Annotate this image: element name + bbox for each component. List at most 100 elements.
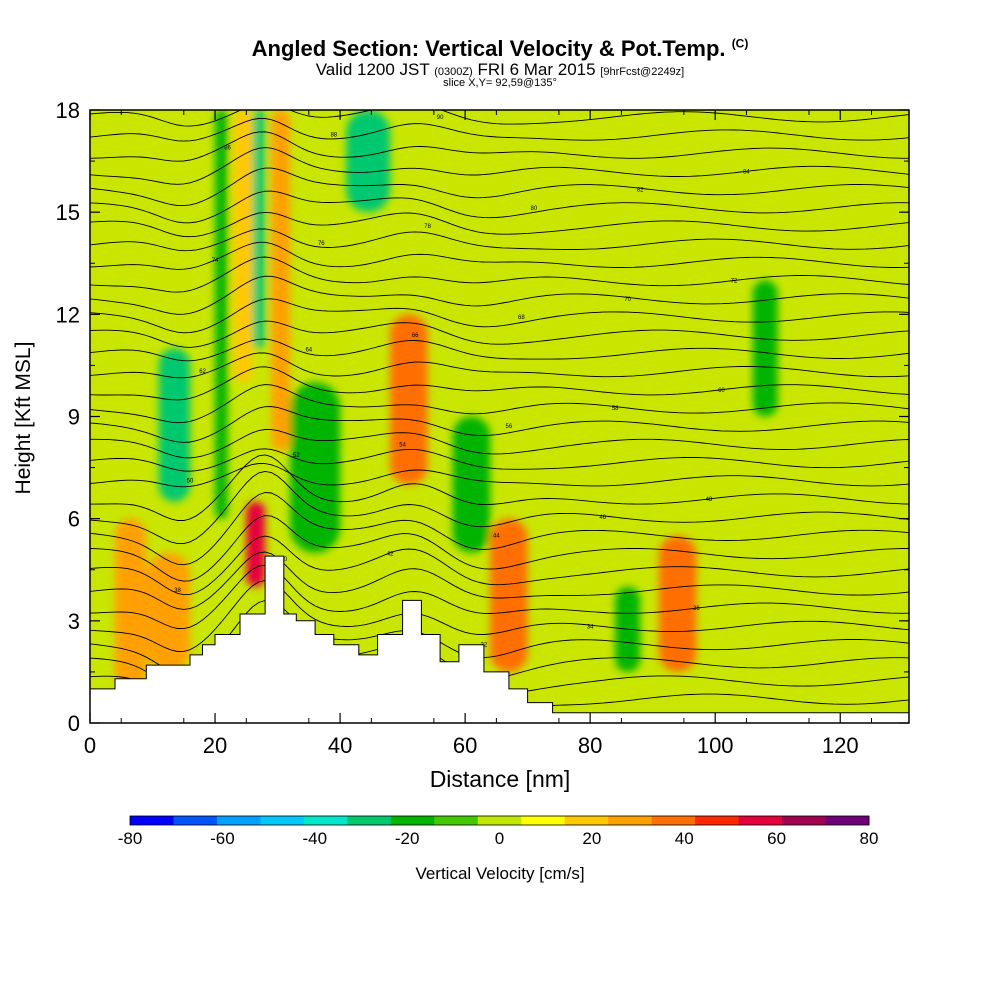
- theta-contour-label: 62: [199, 369, 206, 375]
- theta-contour-72: [90, 256, 909, 293]
- colorbar-swatch: [695, 816, 740, 825]
- colorbar-swatch: [434, 816, 479, 825]
- x-tick-label: 40: [328, 733, 352, 758]
- colorbar-label: Vertical Velocity [cm/s]: [415, 864, 585, 883]
- velocity-cell-15: [752, 280, 778, 417]
- theta-contour-label: 90: [437, 115, 444, 121]
- velocity-cell-10: [390, 314, 428, 485]
- theta-contour-86: [90, 131, 909, 162]
- colorbar-tick-label: 0: [495, 829, 504, 848]
- theta-contour-68: [90, 298, 909, 334]
- plot-area: 2628303234363840424446485052545658606264…: [90, 110, 909, 723]
- velocity-cell-7: [271, 110, 291, 451]
- theta-contour-label: 52: [293, 453, 300, 459]
- slice-label: slice X,Y= 92,59@135°: [443, 77, 557, 89]
- colorbar-swatch: [130, 816, 174, 825]
- colorbar-swatch: [173, 816, 218, 825]
- chart-subtitle: Valid 1200 JST (0300Z) FRI 6 Mar 2015 [9…: [315, 60, 685, 79]
- velocity-cell-2: [158, 348, 191, 502]
- theta-contour-label: 50: [187, 479, 194, 485]
- theta-contour-label: 58: [612, 406, 619, 412]
- theta-contour-label: 86: [224, 146, 231, 152]
- y-tick-label: 9: [68, 405, 80, 430]
- colorbar-tick-label: -20: [395, 829, 420, 848]
- colorbar-swatch: [303, 816, 348, 825]
- theta-contour-label: 78: [424, 224, 431, 230]
- x-tick-label: 0: [84, 733, 96, 758]
- theta-contour-label: 38: [174, 588, 181, 594]
- theta-contour-label: 56: [506, 424, 513, 430]
- velocity-cell-9: [346, 110, 391, 213]
- colorbar-swatch: [825, 816, 870, 825]
- theta-contour-label: 60: [718, 388, 725, 394]
- colorbar-swatch: [564, 816, 609, 825]
- colorbar-swatch: [738, 816, 783, 825]
- y-axis-label: Height [Kft MSL]: [12, 341, 35, 495]
- x-axis-label: Distance [nm]: [429, 766, 571, 792]
- theta-contour-label: 68: [518, 315, 525, 321]
- theta-contour-label: 34: [587, 624, 594, 630]
- colorbar-frame: [129, 815, 870, 826]
- x-tick-label: 100: [697, 733, 734, 758]
- theta-contour-58: [90, 384, 909, 424]
- theta-contour-label: 70: [624, 297, 631, 303]
- x-tick-label: 80: [578, 733, 602, 758]
- theta-contour-60: [90, 366, 909, 401]
- theta-contour-76: [90, 228, 909, 252]
- theta-contour-label: 36: [693, 606, 700, 612]
- terrain-mask: [90, 555, 909, 723]
- theta-contour-label: 76: [318, 241, 325, 247]
- y-tick-label: 18: [56, 98, 80, 123]
- theta-contour-label: 46: [599, 515, 606, 521]
- theta-contour-34: [90, 580, 909, 652]
- theta-contour-80: [90, 190, 909, 224]
- theta-contour-48: [90, 454, 909, 521]
- theta-contour-54: [90, 429, 909, 459]
- velocity-cell-12: [490, 518, 528, 672]
- theta-contour-70: [90, 275, 909, 315]
- theta-contour-74: [90, 241, 909, 270]
- title-mark: (C): [731, 36, 749, 51]
- colorbar-tick-label: -80: [118, 829, 143, 848]
- colorbar-tick-label: 40: [675, 829, 694, 848]
- theta-contour-52: [90, 448, 909, 472]
- theta-contour-64: [90, 338, 909, 362]
- y-tick-label: 12: [56, 302, 80, 327]
- colorbar-swatch: [260, 816, 305, 825]
- theta-contour-90: [90, 110, 909, 127]
- theta-contour-42: [90, 515, 909, 582]
- colorbar-swatch: [651, 816, 696, 825]
- theta-contour-40: [90, 535, 909, 596]
- colorbar-swatch: [216, 816, 261, 825]
- colorbar-swatch: [782, 816, 827, 825]
- theta-contour-78: [90, 211, 909, 238]
- colorbar-tick-label: -60: [210, 829, 235, 848]
- velocity-cell-11: [452, 416, 491, 553]
- theta-contour-62: [90, 352, 909, 379]
- x-tick-label: 20: [203, 733, 227, 758]
- theta-contour-38: [90, 551, 909, 610]
- y-tick-label: 3: [68, 609, 80, 634]
- theta-contour-84: [90, 147, 909, 185]
- theta-contour-36: [90, 564, 909, 630]
- theta-contour-label: 42: [387, 552, 394, 558]
- velocity-cell-1: [146, 552, 191, 672]
- velocity-cell-4: [233, 110, 253, 383]
- theta-contour-label: 88: [330, 133, 337, 139]
- theta-contour-46: [90, 470, 909, 545]
- theta-contour-label: 82: [637, 188, 644, 194]
- y-tick-label: 15: [56, 200, 80, 225]
- theta-contour-label: 66: [412, 333, 419, 339]
- theta-contour-label: 48: [706, 497, 713, 503]
- colorbar-swatch: [347, 816, 392, 825]
- theta-contour-label: 74: [212, 258, 219, 264]
- velocity-cell-8: [290, 382, 341, 553]
- velocity-cell-3: [215, 110, 228, 519]
- y-tick-label: 6: [68, 507, 80, 532]
- theta-contour-label: 44: [493, 533, 500, 539]
- colorbar-tick-label: 80: [860, 829, 879, 848]
- colorbar-tick-label: -40: [302, 829, 327, 848]
- x-tick-label: 120: [822, 733, 859, 758]
- y-tick-label: 0: [68, 711, 80, 736]
